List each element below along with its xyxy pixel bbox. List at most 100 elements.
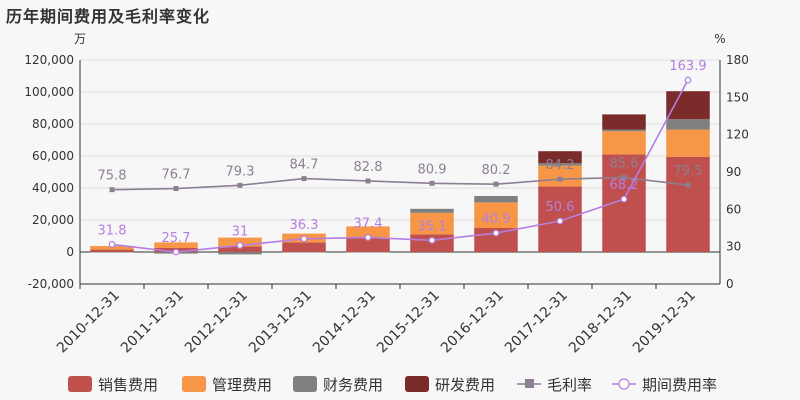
bar-管理费用	[154, 242, 198, 248]
point-期间费用率	[428, 236, 436, 244]
point-期间费用率	[172, 248, 180, 256]
legend-label: 财务费用	[323, 376, 383, 394]
x-tick-label: 2015-12-31	[374, 288, 443, 357]
point-毛利率	[365, 178, 371, 184]
y-left-tick-label: 100,000	[24, 85, 74, 99]
bar-销售费用	[282, 242, 326, 252]
line-毛利率	[111, 176, 689, 191]
data-label-期间费用率: 50.6	[546, 200, 575, 215]
y-right-tick-label: 120	[726, 128, 749, 142]
y-right-tick-label: 0	[726, 277, 734, 291]
data-label-期间费用率: 25.7	[162, 231, 191, 246]
legend-swatch	[405, 376, 429, 392]
data-label-期间费用率: 163.9	[669, 59, 706, 74]
y-left-tick-label: 40,000	[32, 181, 74, 195]
legend-swatch	[182, 376, 206, 392]
point-期间费用率	[236, 242, 244, 249]
data-label-毛利率: 80.9	[418, 162, 447, 177]
point-毛利率	[301, 176, 307, 182]
point-期间费用率	[364, 234, 372, 241]
bar-财务费用	[666, 119, 710, 130]
data-label-毛利率: 75.8	[98, 169, 127, 184]
bar-研发费用	[538, 151, 582, 164]
line-期间费用率	[111, 79, 689, 253]
bar-管理费用	[474, 202, 518, 228]
bar-财务费用	[218, 252, 262, 255]
bar-研发费用	[602, 114, 646, 130]
y-left-tick-label: 20,000	[32, 213, 74, 227]
bar-管理费用	[410, 212, 454, 235]
bar-销售费用	[90, 249, 134, 252]
data-label-毛利率: 79.5	[674, 164, 703, 179]
point-期间费用率	[492, 229, 500, 237]
data-label-毛利率: 84.2	[546, 158, 575, 173]
data-label-期间费用率: 37.4	[354, 216, 383, 231]
x-tick-label: 2014-12-31	[310, 288, 379, 357]
legend-label: 期间费用率	[642, 376, 717, 394]
bar-财务费用	[474, 196, 518, 203]
data-label-期间费用率: 31	[232, 224, 249, 239]
x-tick-label: 2013-12-31	[246, 288, 315, 357]
data-label-毛利率: 79.3	[226, 164, 255, 179]
data-label-毛利率: 85.6	[610, 156, 639, 171]
x-tick-label: 2016-12-31	[438, 288, 507, 357]
data-label-毛利率: 84.7	[290, 158, 319, 173]
bar-财务费用	[538, 163, 582, 166]
bar-管理费用	[218, 237, 262, 247]
bar-财务费用	[282, 252, 326, 253]
point-期间费用率	[300, 235, 308, 243]
point-期间费用率	[684, 76, 692, 84]
legend-swatch	[68, 376, 92, 392]
data-label-毛利率: 76.7	[162, 168, 191, 183]
point-毛利率	[173, 186, 179, 192]
point-期间费用率	[108, 241, 116, 248]
bar-销售费用	[346, 238, 390, 252]
x-tick-label: 2018-12-31	[566, 288, 635, 357]
y-right-tick-label: 30	[726, 240, 741, 254]
left-axis-unit: 万	[74, 32, 86, 46]
y-right-tick-label: 60	[726, 202, 741, 216]
bar-研发费用	[666, 91, 710, 120]
y-left-tick-label: 60,000	[32, 149, 74, 163]
chart-title: 历年期间费用及毛利率变化	[6, 7, 211, 26]
data-label-毛利率: 80.2	[482, 163, 511, 178]
right-axis-unit: %	[714, 32, 725, 46]
bar-销售费用	[218, 246, 262, 252]
data-label-期间费用率: 36.3	[290, 218, 319, 233]
point-毛利率	[109, 187, 115, 193]
y-right-tick-label: 150	[726, 90, 749, 104]
point-毛利率	[493, 181, 499, 187]
legend-label: 销售费用	[98, 376, 158, 394]
x-tick-label: 2019-12-31	[630, 288, 699, 357]
bar-销售费用	[666, 156, 710, 252]
data-label-期间费用率: 31.8	[98, 223, 127, 238]
point-毛利率	[557, 176, 563, 182]
y-right-tick-label: 180	[726, 53, 749, 67]
point-毛利率	[237, 182, 243, 188]
bar-财务费用	[346, 252, 390, 253]
x-tick-label: 2011-12-31	[118, 288, 187, 357]
data-label-期间费用率: 35.1	[418, 219, 447, 234]
data-label-期间费用率: 40.9	[482, 212, 511, 227]
data-label-期间费用率: 68.2	[610, 178, 639, 193]
point-毛利率	[685, 182, 691, 188]
legend-marker	[525, 379, 534, 388]
legend-swatch	[293, 376, 317, 392]
y-left-tick-label: 0	[66, 245, 74, 259]
data-label-毛利率: 82.8	[354, 160, 383, 175]
point-期间费用率	[620, 195, 628, 203]
y-left-tick-label: 120,000	[24, 53, 74, 67]
bar-管理费用	[538, 165, 582, 187]
legend-label: 研发费用	[435, 376, 495, 394]
bar-财务费用	[90, 252, 134, 253]
legend-label: 管理费用	[212, 376, 272, 394]
legend-label: 毛利率	[547, 376, 592, 394]
bar-管理费用	[602, 131, 646, 155]
legend-marker	[618, 378, 630, 390]
x-tick-label: 2017-12-31	[502, 288, 571, 357]
bar-管理费用	[666, 129, 710, 157]
x-tick-label: 2010-12-31	[54, 288, 123, 357]
y-right-tick-label: 90	[726, 165, 741, 179]
bar-财务费用	[602, 129, 646, 132]
